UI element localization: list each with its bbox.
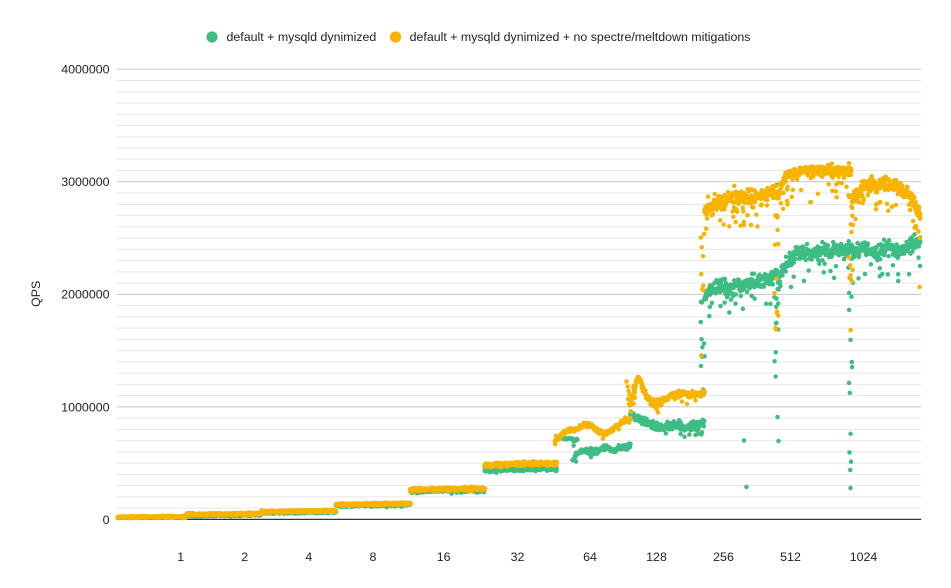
- svg-text:2000000: 2000000: [61, 288, 109, 302]
- svg-text:16: 16: [437, 550, 451, 564]
- svg-text:default + mysqld dynimized: default + mysqld dynimized: [227, 30, 377, 44]
- svg-text:0: 0: [103, 513, 110, 527]
- svg-text:512: 512: [780, 550, 801, 564]
- svg-text:8: 8: [370, 550, 377, 564]
- svg-text:QPS: QPS: [29, 281, 43, 307]
- svg-text:256: 256: [713, 550, 734, 564]
- svg-text:32: 32: [511, 550, 525, 564]
- svg-text:64: 64: [583, 550, 597, 564]
- svg-text:3000000: 3000000: [61, 175, 109, 189]
- svg-text:1024: 1024: [850, 550, 878, 564]
- svg-text:1: 1: [177, 550, 184, 564]
- svg-text:2: 2: [241, 550, 248, 564]
- svg-text:1000000: 1000000: [61, 400, 109, 414]
- svg-text:4000000: 4000000: [61, 63, 109, 77]
- svg-text:128: 128: [646, 550, 667, 564]
- svg-text:4: 4: [305, 550, 312, 564]
- svg-text:default + mysqld dynimized + n: default + mysqld dynimized + no spectre/…: [410, 30, 751, 44]
